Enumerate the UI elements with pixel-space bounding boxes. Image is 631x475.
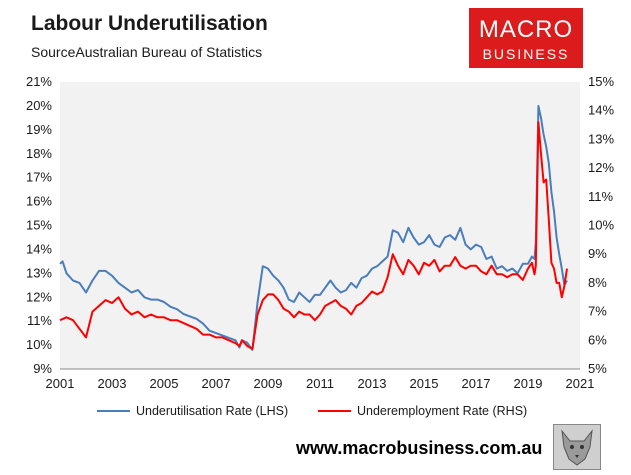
y-right-tick-label: 13% xyxy=(588,131,614,146)
y-left-tick-label: 19% xyxy=(26,122,52,137)
y-left-tick-label: 12% xyxy=(26,289,52,304)
y-right-tick-label: 10% xyxy=(588,218,614,233)
macrobusiness-logo: MACRO BUSINESS xyxy=(469,8,583,68)
wolf-icon xyxy=(553,424,601,470)
legend: Underutilisation Rate (LHS) Underemploym… xyxy=(97,404,527,418)
y-left-tick-label: 11% xyxy=(27,313,52,328)
x-tick-label: 2021 xyxy=(566,376,595,391)
legend-label-underemployment: Underemployment Rate (RHS) xyxy=(357,404,527,418)
y-right-tick-label: 11% xyxy=(588,189,613,204)
x-tick-label: 2017 xyxy=(462,376,491,391)
y-right-tick-label: 15% xyxy=(588,74,614,89)
y-right-tick-label: 6% xyxy=(588,332,607,347)
y-left-tick-label: 13% xyxy=(26,265,52,280)
logo-line-2: BUSINESS xyxy=(482,46,570,62)
y-left-tick-label: 16% xyxy=(26,194,52,209)
y-right-tick-label: 8% xyxy=(588,275,607,290)
footer-url: www.macrobusiness.com.au xyxy=(296,438,543,458)
series-line-underutilisation xyxy=(59,104,568,351)
y-right-tick-label: 7% xyxy=(588,304,607,319)
y-left-tick-label: 9% xyxy=(33,361,52,376)
right-axis-ticks: 5% 6% 7% 8% 9% 10% 11% 12% 13% 14% 15% xyxy=(588,74,614,376)
legend-label-underutilisation: Underutilisation Rate (LHS) xyxy=(136,404,288,418)
x-axis-ticks: 2001 2003 2005 2007 2009 2011 2013 2015 2017 2019… xyxy=(46,376,595,391)
y-right-tick-label: 9% xyxy=(588,246,607,261)
y-left-tick-label: 15% xyxy=(26,218,52,233)
x-tick-label: 2005 xyxy=(150,376,179,391)
x-tick-label: 2007 xyxy=(202,376,231,391)
chart-source: SourceAustralian Bureau of Statistics xyxy=(31,44,263,60)
logo-line-1: MACRO xyxy=(478,16,574,43)
y-right-tick-label: 14% xyxy=(588,103,614,118)
left-axis-ticks: 9% 10% 11% 12% 13% 14% 15% 16% 17% 18% 19% 20% 21% xyxy=(26,74,52,376)
chart-title: Labour Underutilisation xyxy=(31,12,268,35)
series-lines xyxy=(59,104,568,351)
series-line-underemployment xyxy=(59,121,568,350)
y-left-tick-label: 14% xyxy=(26,241,52,256)
x-tick-label: 2009 xyxy=(254,376,283,391)
y-left-tick-label: 18% xyxy=(26,146,52,161)
y-right-tick-label: 5% xyxy=(588,361,607,376)
x-tick-label: 2001 xyxy=(46,376,75,391)
x-tick-label: 2011 xyxy=(306,376,334,391)
y-left-tick-label: 21% xyxy=(26,74,52,89)
x-tick-label: 2015 xyxy=(410,376,439,391)
plot-area xyxy=(60,82,580,369)
x-tick-label: 2003 xyxy=(98,376,127,391)
x-tick-label: 2013 xyxy=(358,376,387,391)
x-tick-label: 2019 xyxy=(514,376,543,391)
y-right-tick-label: 12% xyxy=(588,160,614,175)
y-left-tick-label: 20% xyxy=(26,98,52,113)
y-left-tick-label: 17% xyxy=(26,170,52,185)
y-left-tick-label: 10% xyxy=(26,337,52,352)
